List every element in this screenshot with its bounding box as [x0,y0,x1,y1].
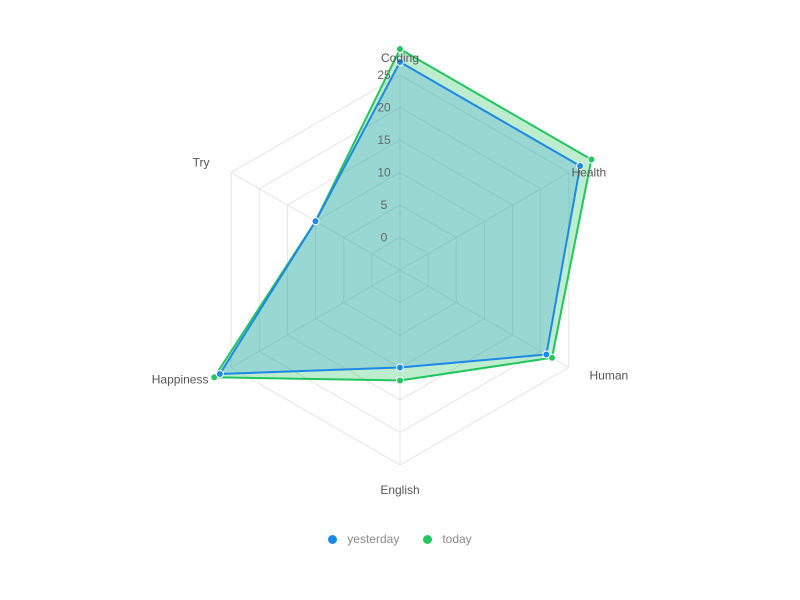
radar-series-layer [210,45,596,385]
axis-spoke [399,269,570,368]
data-point-yesterday-human[interactable] [542,350,551,359]
legend-label-today: today [442,532,472,546]
data-point-yesterday-try[interactable] [311,217,320,226]
data-point-today-coding[interactable] [396,45,404,53]
axis-spoke [399,172,570,271]
data-point-today-health[interactable] [587,155,596,164]
radial-tick-label: 15 [377,133,391,147]
legend-item-today[interactable]: today [423,532,472,546]
legend-item-yesterday[interactable]: yesterday [328,532,399,546]
legend-label-yesterday: yesterday [347,532,400,546]
data-point-yesterday-happiness[interactable] [215,370,224,378]
axis-spoke [230,269,401,368]
data-point-yesterday-health[interactable] [576,162,585,170]
axis-label-try: Try [193,156,210,170]
series-yesterday [215,58,585,378]
axis-label-english: English [380,483,419,497]
axis-label-human: Human [590,369,629,383]
legend-marker-yesterday [328,534,338,544]
axis-label-health: Health [572,166,607,180]
data-point-yesterday-english[interactable] [396,363,404,372]
legend-marker-today [423,534,433,544]
data-point-yesterday-coding[interactable] [396,58,404,66]
radial-tick-label: 10 [377,166,391,180]
axis-label-coding: Coding [381,51,419,65]
radar-grid [230,74,570,466]
data-point-today-english[interactable] [396,376,404,385]
chart-legend: yesterday today [0,532,800,546]
series-area-yesterday [218,61,582,375]
radial-tick-label: 0 [381,231,388,245]
radar-axis-labels: Coding Health Human English Happiness Try [152,51,628,497]
radial-tick-label: 25 [377,68,391,82]
radial-tick-label: 5 [381,198,388,212]
radial-tick-label: 20 [377,101,391,115]
radial-tick-labels: 0 5 10 15 20 25 [377,68,391,245]
axis-label-happiness: Happiness [152,373,209,387]
